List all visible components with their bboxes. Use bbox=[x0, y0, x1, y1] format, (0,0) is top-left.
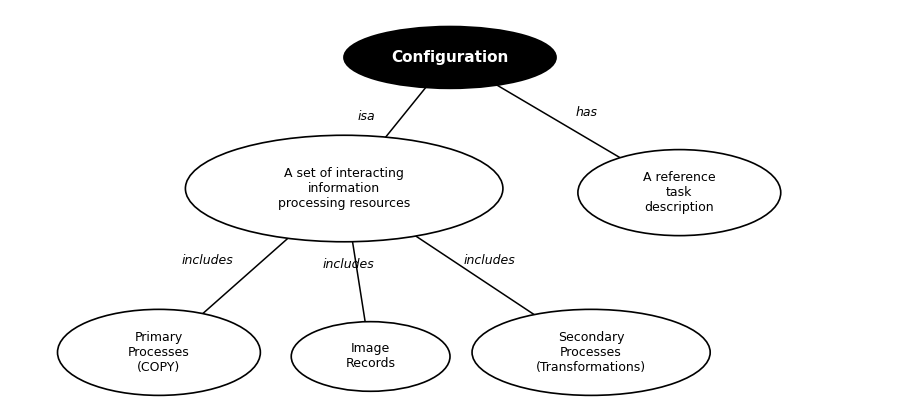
Text: A reference
task
description: A reference task description bbox=[643, 171, 716, 214]
Text: includes: includes bbox=[464, 254, 516, 267]
Text: isa: isa bbox=[357, 110, 375, 123]
Text: has: has bbox=[576, 106, 598, 119]
Text: Secondary
Processes
(Transformations): Secondary Processes (Transformations) bbox=[536, 331, 646, 374]
Text: includes: includes bbox=[323, 258, 374, 271]
Ellipse shape bbox=[344, 27, 556, 88]
Text: Image
Records: Image Records bbox=[346, 342, 396, 370]
Text: A set of interacting
information
processing resources: A set of interacting information process… bbox=[278, 167, 410, 210]
Ellipse shape bbox=[185, 135, 503, 242]
Text: Primary
Processes
(COPY): Primary Processes (COPY) bbox=[128, 331, 190, 374]
Text: includes: includes bbox=[182, 254, 233, 267]
Text: Configuration: Configuration bbox=[392, 50, 508, 65]
Ellipse shape bbox=[472, 309, 710, 395]
Ellipse shape bbox=[578, 150, 781, 236]
Ellipse shape bbox=[58, 309, 260, 395]
Ellipse shape bbox=[292, 322, 450, 391]
